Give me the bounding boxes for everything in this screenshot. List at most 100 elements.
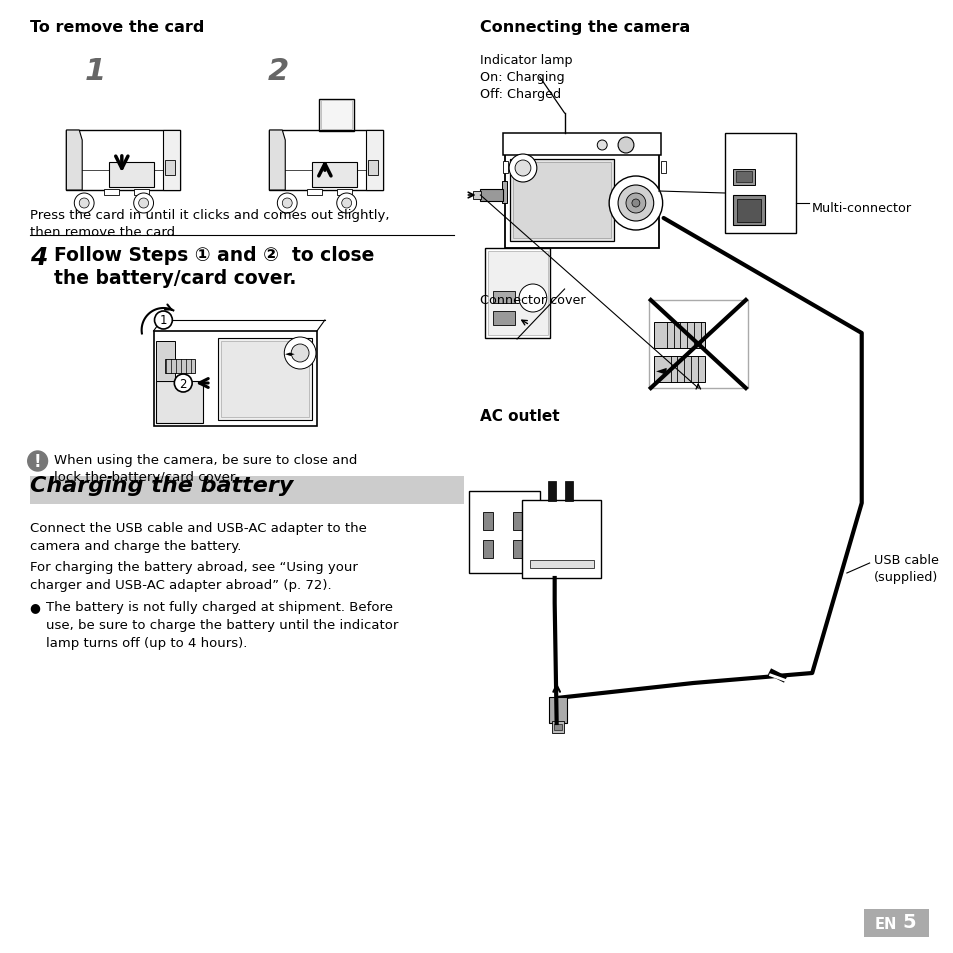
Text: AC outlet: AC outlet xyxy=(480,409,559,423)
Circle shape xyxy=(284,337,315,370)
Bar xyxy=(221,341,309,417)
Circle shape xyxy=(341,199,352,209)
Text: 1: 1 xyxy=(84,57,106,86)
Text: !: ! xyxy=(33,453,41,471)
Circle shape xyxy=(515,161,531,177)
Bar xyxy=(163,131,180,191)
Circle shape xyxy=(518,285,546,313)
Circle shape xyxy=(618,138,633,153)
Bar xyxy=(307,190,321,195)
Bar xyxy=(483,540,493,558)
Circle shape xyxy=(138,199,149,209)
Circle shape xyxy=(154,312,172,330)
Bar xyxy=(109,163,153,188)
Bar xyxy=(510,160,614,242)
Text: When using the camera, be sure to close and
lock the battery/card cover.: When using the camera, be sure to close … xyxy=(54,454,357,483)
Bar xyxy=(473,192,481,200)
Bar xyxy=(217,338,312,420)
Text: 4: 4 xyxy=(30,246,47,270)
Bar xyxy=(165,359,195,374)
Circle shape xyxy=(174,375,192,393)
Bar xyxy=(336,190,352,195)
Bar xyxy=(553,724,561,730)
Bar xyxy=(564,481,572,501)
Bar xyxy=(468,492,539,574)
Text: 5: 5 xyxy=(902,912,915,931)
Circle shape xyxy=(509,154,537,183)
Circle shape xyxy=(74,193,94,213)
Bar xyxy=(521,500,600,578)
Bar xyxy=(30,476,463,504)
Circle shape xyxy=(277,193,296,213)
Circle shape xyxy=(79,199,89,209)
Text: Connect the USB cable and USB-AC adapter to the
camera and charge the battery.: Connect the USB cable and USB-AC adapter… xyxy=(30,521,366,553)
Text: 1: 1 xyxy=(159,314,167,327)
Bar xyxy=(548,698,566,723)
Bar xyxy=(735,172,751,183)
Bar xyxy=(488,252,547,335)
Text: EN: EN xyxy=(874,916,896,931)
Circle shape xyxy=(133,193,153,213)
Bar xyxy=(862,909,928,937)
Bar xyxy=(269,131,383,191)
Text: Connector cover: Connector cover xyxy=(480,294,585,307)
Text: For charging the battery abroad, see “Using your
charger and USB-AC adapter abro: For charging the battery abroad, see “Us… xyxy=(30,560,357,592)
Bar xyxy=(529,560,594,568)
Bar xyxy=(480,190,502,202)
Bar xyxy=(366,131,383,191)
Text: Connecting the camera: Connecting the camera xyxy=(480,20,690,35)
Bar xyxy=(732,170,754,186)
Bar xyxy=(165,161,175,175)
Bar xyxy=(551,721,563,733)
Bar xyxy=(155,381,203,423)
Circle shape xyxy=(282,199,292,209)
Bar xyxy=(485,249,549,338)
Bar xyxy=(133,190,149,195)
Text: ◄►: ◄► xyxy=(285,351,295,356)
Text: Multi-connector: Multi-connector xyxy=(811,201,911,214)
Bar xyxy=(653,356,704,382)
Bar xyxy=(155,341,175,381)
Text: To remove the card: To remove the card xyxy=(30,20,204,35)
Circle shape xyxy=(618,186,653,222)
Bar xyxy=(320,101,352,130)
Bar xyxy=(501,182,507,204)
Bar xyxy=(732,195,764,226)
Text: Indicator lamp
On: Charging
Off: Charged: Indicator lamp On: Charging Off: Charged xyxy=(480,54,573,101)
Bar xyxy=(502,162,508,173)
Bar xyxy=(648,301,747,389)
Circle shape xyxy=(609,177,662,231)
Circle shape xyxy=(291,345,309,363)
Bar xyxy=(653,323,704,349)
Polygon shape xyxy=(269,131,285,191)
Bar xyxy=(502,133,660,156)
Bar xyxy=(547,481,555,501)
Bar xyxy=(513,540,522,558)
Bar xyxy=(513,513,522,531)
Bar xyxy=(513,163,611,239)
Bar xyxy=(493,292,515,304)
Circle shape xyxy=(625,193,645,213)
Text: ◄: ◄ xyxy=(655,363,665,376)
Bar xyxy=(104,190,119,195)
Bar xyxy=(724,133,796,233)
Text: USB cable
(supplied): USB cable (supplied) xyxy=(873,554,938,583)
Circle shape xyxy=(336,193,356,213)
Bar xyxy=(67,131,180,191)
Text: The battery is not fully charged at shipment. Before
use, be sure to charge the : The battery is not fully charged at ship… xyxy=(46,600,397,649)
Text: Follow Steps ① and ②  to close
the battery/card cover.: Follow Steps ① and ② to close the batter… xyxy=(54,246,375,288)
Circle shape xyxy=(631,200,639,208)
Bar xyxy=(368,161,378,175)
Text: 2: 2 xyxy=(179,377,187,390)
Bar xyxy=(153,332,316,427)
Circle shape xyxy=(597,141,606,151)
Bar xyxy=(660,162,665,173)
Text: ●: ● xyxy=(30,600,41,614)
Text: Charging the battery: Charging the battery xyxy=(30,476,293,496)
Bar xyxy=(736,200,760,223)
Bar xyxy=(505,153,658,249)
Bar xyxy=(483,513,493,531)
Circle shape xyxy=(28,452,48,472)
Polygon shape xyxy=(67,131,82,191)
Text: 2: 2 xyxy=(267,57,289,86)
